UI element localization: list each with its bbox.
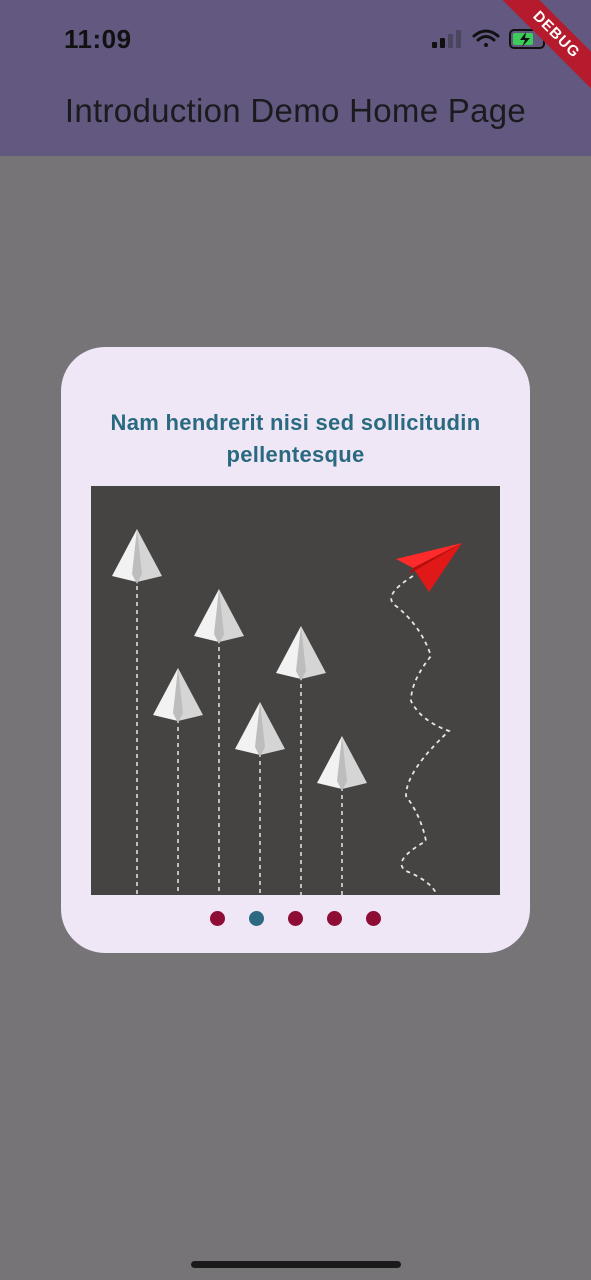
status-time: 11:09 (64, 24, 132, 54)
white-paper-plane-icon (153, 668, 203, 723)
page-dot-3[interactable] (288, 911, 303, 926)
page-dot-5[interactable] (366, 911, 381, 926)
app-bar-title: Introduction Demo Home Page (64, 92, 527, 129)
page-dot-4[interactable] (327, 911, 342, 926)
paper-planes-illustration (91, 486, 500, 895)
white-paper-plane-icon (235, 702, 285, 757)
page-dot-1[interactable] (210, 911, 225, 926)
red-paper-plane-icon (396, 543, 462, 592)
intro-card-title: Nam hendrerit nisi sed sollicitudin pell… (110, 410, 481, 467)
white-paper-plane-icon (112, 529, 162, 584)
app-bar: 11:09 Introduction Demo Home Page (0, 0, 591, 156)
page-dot-2-active[interactable] (249, 911, 264, 926)
page-indicator (61, 911, 530, 926)
white-paper-plane-icon (317, 736, 367, 791)
white-paper-plane-icon (194, 589, 244, 644)
white-paper-plane-icon (276, 626, 326, 681)
status-icons (432, 29, 545, 49)
intro-card: Nam hendrerit nisi sed sollicitudin pell… (61, 347, 530, 953)
debug-ribbon-label: DEBUG (493, 0, 591, 98)
home-indicator[interactable] (191, 1261, 401, 1268)
cellular-signal-icon (432, 30, 461, 48)
debug-banner: DEBUG (491, 0, 591, 100)
wifi-icon (472, 29, 500, 47)
